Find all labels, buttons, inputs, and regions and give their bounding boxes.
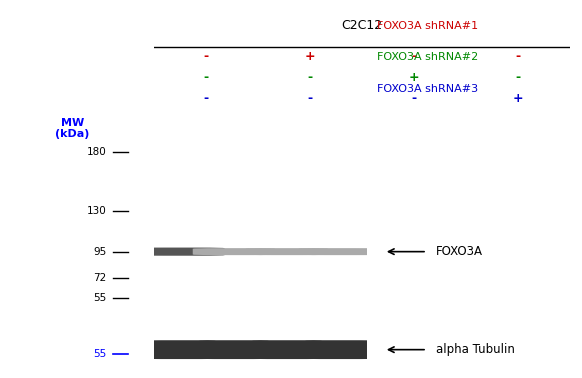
FancyBboxPatch shape [198, 340, 270, 359]
Text: -: - [308, 92, 313, 105]
Text: FOXO3A: FOXO3A [435, 245, 482, 258]
Text: FOXO3A shRNA#2: FOXO3A shRNA#2 [378, 52, 478, 62]
Text: 55: 55 [94, 293, 107, 303]
Text: -: - [204, 71, 209, 84]
Text: 130: 130 [87, 206, 107, 216]
Text: 72: 72 [94, 273, 107, 284]
Text: 95: 95 [94, 246, 107, 257]
FancyBboxPatch shape [246, 248, 328, 255]
FancyBboxPatch shape [251, 340, 323, 359]
FancyBboxPatch shape [145, 340, 217, 359]
Text: -: - [516, 50, 521, 63]
Text: +: + [305, 50, 315, 63]
Text: FOXO3A shRNA#1: FOXO3A shRNA#1 [378, 20, 478, 31]
Text: -: - [204, 92, 209, 105]
FancyBboxPatch shape [193, 248, 275, 255]
FancyBboxPatch shape [304, 340, 376, 359]
FancyBboxPatch shape [137, 248, 225, 256]
Text: -: - [308, 71, 313, 84]
Text: -: - [516, 71, 521, 84]
Text: C2C12: C2C12 [342, 19, 383, 32]
FancyBboxPatch shape [299, 248, 381, 255]
Text: +: + [409, 71, 420, 84]
Text: 180: 180 [87, 147, 107, 158]
Text: -: - [204, 50, 209, 63]
Text: FOXO3A shRNA#3: FOXO3A shRNA#3 [378, 84, 478, 94]
Text: -: - [411, 92, 417, 105]
Text: alpha Tubulin: alpha Tubulin [435, 343, 514, 356]
Text: MW
(kDa): MW (kDa) [55, 118, 90, 139]
Text: 55: 55 [94, 349, 107, 359]
Text: -: - [411, 50, 417, 63]
Text: +: + [513, 92, 524, 105]
